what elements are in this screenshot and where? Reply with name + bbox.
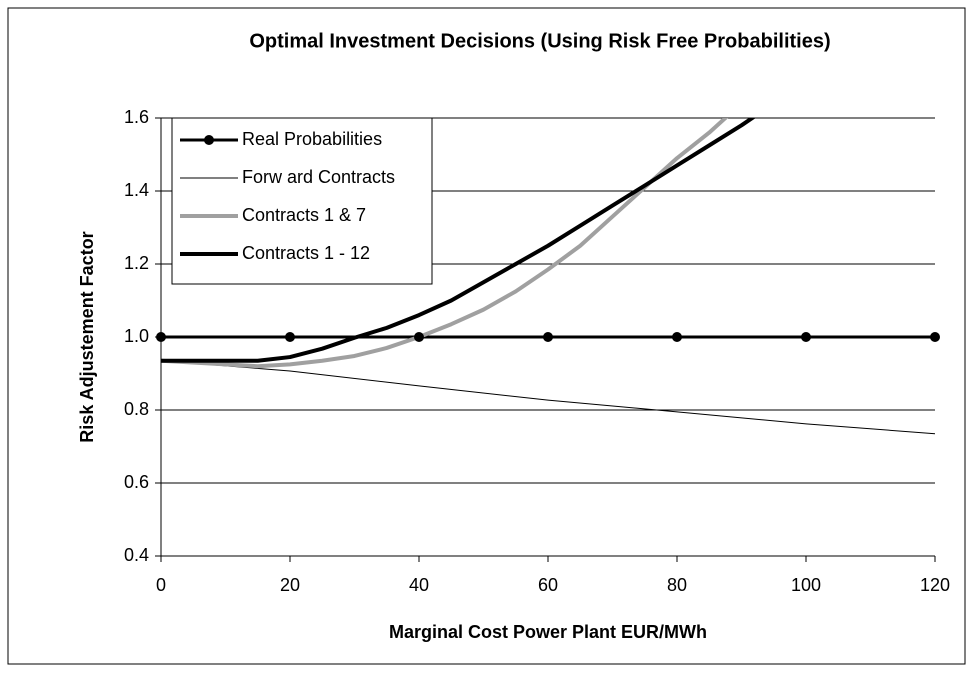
legend: Real Probabilities Forw ard Contracts Cont… (171, 117, 433, 285)
series-marker (672, 332, 682, 342)
x-tick-label: 60 (538, 575, 558, 595)
x-tick-label: 20 (280, 575, 300, 595)
y-tick-label: 1.2 (124, 253, 149, 273)
series-marker (156, 332, 166, 342)
y-tick-label: 0.6 (124, 472, 149, 492)
series-line (161, 118, 756, 363)
legend-box (171, 117, 433, 285)
x-tick-label: 100 (791, 575, 821, 595)
x-tick-label: 0 (156, 575, 166, 595)
legend-label: Contracts 1 - 12 (242, 243, 370, 263)
y-tick-label: 1.0 (124, 326, 149, 346)
y-tick-label: 0.4 (124, 545, 149, 565)
legend-marker (204, 135, 214, 145)
y-tick-label: 1.4 (124, 180, 149, 200)
x-tick-label: 120 (920, 575, 950, 595)
series-marker (414, 332, 424, 342)
series-marker (543, 332, 553, 342)
legend-label: Contracts 1 & 7 (242, 205, 366, 225)
series-line (161, 360, 935, 435)
y-tick-label: 0.8 (124, 399, 149, 419)
y-tick-label: 1.6 (124, 107, 149, 127)
series-marker (930, 332, 940, 342)
x-tick-label: 40 (409, 575, 429, 595)
chart-title: Optimal Investment Decisions (Using Risk… (249, 30, 830, 52)
x-tick-label: 80 (667, 575, 687, 595)
series-marker (801, 332, 811, 342)
legend-label: Real Probabilities (242, 129, 382, 149)
legend-label: Forw ard Contracts (242, 167, 395, 187)
series-marker (285, 332, 295, 342)
x-axis-label: Marginal Cost Power Plant EUR/MWh (389, 622, 707, 642)
axes: 0.4 0.6 0.8 1.0 1.2 1.4 1.6 0 20 40 60 80 100 120 (124, 107, 950, 595)
y-axis-label: Risk Adjustement Factor (77, 231, 97, 442)
